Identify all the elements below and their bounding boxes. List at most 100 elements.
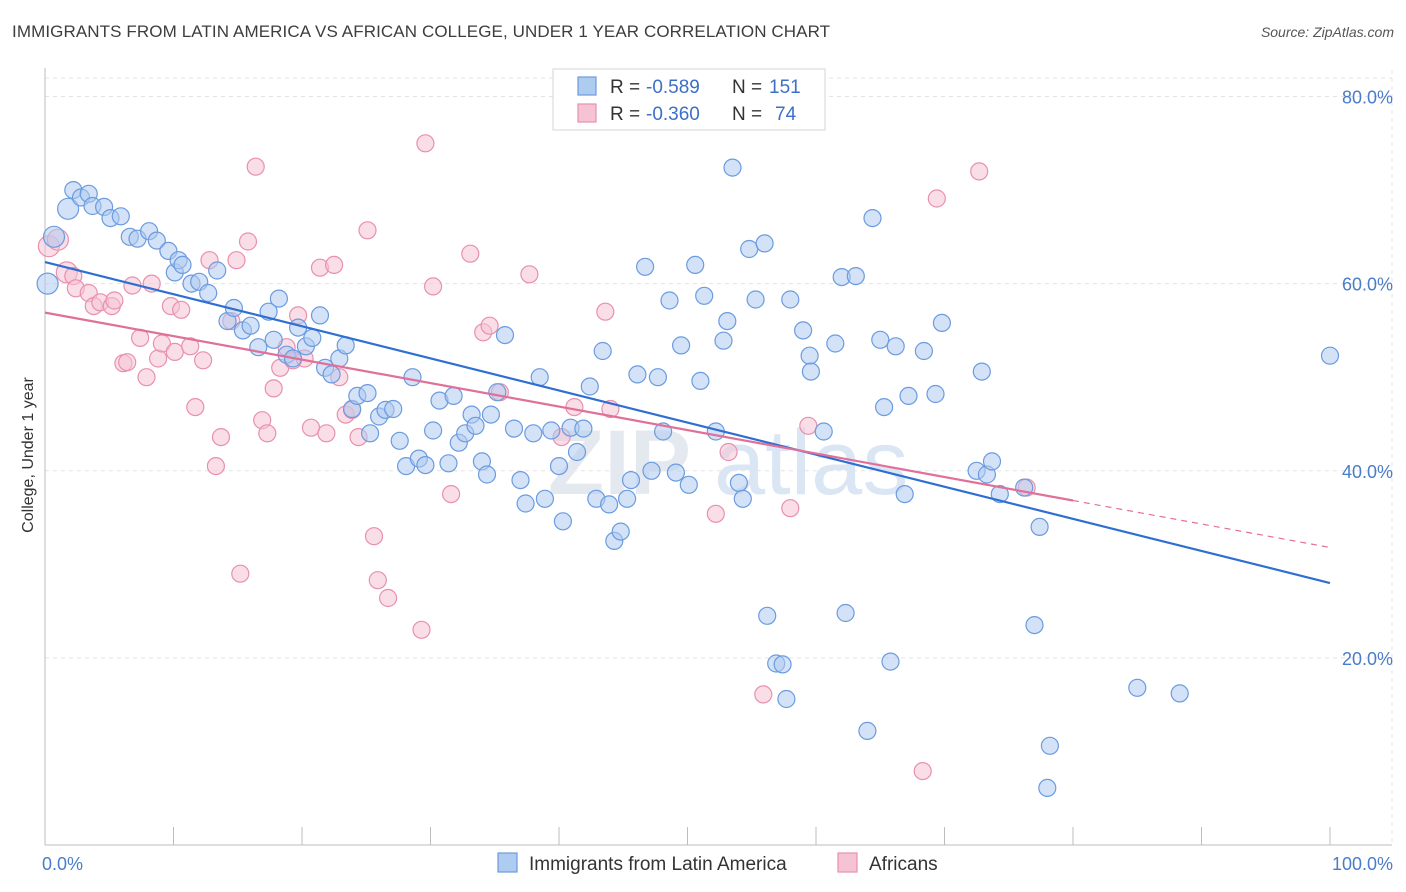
africans-point [105,291,124,310]
legend-r-value-2: -0.360 [646,104,700,125]
latin-america-point [477,465,497,484]
latin-america-point [686,255,705,274]
latin-america-point [679,475,698,494]
y-tick-label: 20.0% [1342,649,1393,669]
latin-america-point [208,261,227,280]
africans-point [799,416,818,435]
africans-point [754,685,773,704]
africans-point [416,134,435,153]
latin-america-point [1030,517,1049,537]
africans-trendline [44,311,1074,502]
latin-america-point [147,231,166,250]
latin-america-point [666,463,686,482]
bottom-legend-swatch-latin-america [497,852,518,873]
africans-point [118,353,137,372]
latin-america-point [895,485,914,504]
latin-america-point [516,494,535,513]
latin-america-point [466,416,485,435]
top-legend: R = -0.589 N = 151 R = -0.360 N = 74 [552,68,826,131]
africans-point [379,588,398,608]
africans-point [227,251,246,270]
latin-america-point [746,290,765,309]
africans-point [412,620,431,639]
latin-america-point [524,424,543,443]
latin-america-point [990,485,1009,504]
africans-point [368,571,387,590]
y-tick-label: 40.0% [1342,462,1393,482]
latin-america-point [660,291,679,310]
y-tick-label: 80.0% [1342,88,1393,108]
latin-america-point [793,321,813,340]
latin-america-point [773,655,792,674]
latin-america-point [424,421,443,440]
latin-america-point [914,341,934,361]
africans-point [781,499,800,518]
latin-america-point [648,368,668,387]
africans-point [719,442,738,462]
latin-america-point [826,334,845,353]
bottom-legend-label-africans: Africans [869,854,938,875]
legend-swatch-latin-america [577,76,597,96]
latin-america-point [886,337,905,356]
africans-point [317,424,336,443]
latin-america-point [36,272,59,295]
africans-point [186,398,205,417]
latin-america-point [542,421,561,440]
latin-america-point [755,234,774,253]
legend-swatch-africans [577,103,597,123]
latin-america-point [617,489,637,508]
latin-america-point [567,442,587,462]
africans-point [238,232,258,251]
latin-america-point [714,331,733,350]
latin-america-point [801,362,821,381]
x-tick-labels: 0.0% 100.0% [42,854,1393,874]
legend-n-label-2: N = [732,104,762,125]
africans-point [165,342,184,361]
africans-point [258,424,277,443]
latin-america-point [511,471,530,490]
latin-america-point [1170,684,1189,703]
latin-america-point [384,399,403,419]
latin-america-point [1025,615,1044,635]
latin-america-point [858,721,877,741]
latin-america-point [695,286,714,305]
latin-america-point [310,306,330,325]
latin-america-point [718,312,737,331]
africans-point [927,189,946,208]
latin-america-point [269,289,288,308]
africans-point [706,504,725,523]
latin-america-point [504,419,524,438]
latin-america-point [444,386,463,405]
latin-america-point [322,365,341,384]
latin-america-point [972,362,991,381]
y-tick-labels: 20.0% 40.0% 60.0% 80.0% [1342,88,1393,669]
latin-america-point [733,489,752,508]
africans-point [264,379,283,398]
x-tick-label: 100.0% [1332,854,1393,874]
latin-america-point [635,257,655,276]
africans-point [461,244,480,263]
africans-point [325,255,344,274]
latin-america-point [403,368,422,387]
latin-america-point [836,603,855,623]
africans-point [172,300,191,319]
africans-point [211,428,231,447]
latin-america-point [1128,678,1147,697]
latin-america-point [593,341,612,361]
latin-america-point [932,313,952,332]
africans-point [206,457,225,476]
latin-america-point [173,255,192,274]
latin-america-point [264,330,283,349]
latin-america-point [671,336,691,355]
latin-america-point [481,405,500,424]
latin-america-point [580,377,599,396]
latin-america-point [42,225,66,248]
axes [44,68,1392,846]
africans-point [149,349,168,368]
latin-america-point [495,326,515,345]
latin-america-point [642,461,661,480]
latin-america-point [1040,736,1060,755]
latin-america-point [535,489,555,508]
top-legend-box [552,68,826,131]
